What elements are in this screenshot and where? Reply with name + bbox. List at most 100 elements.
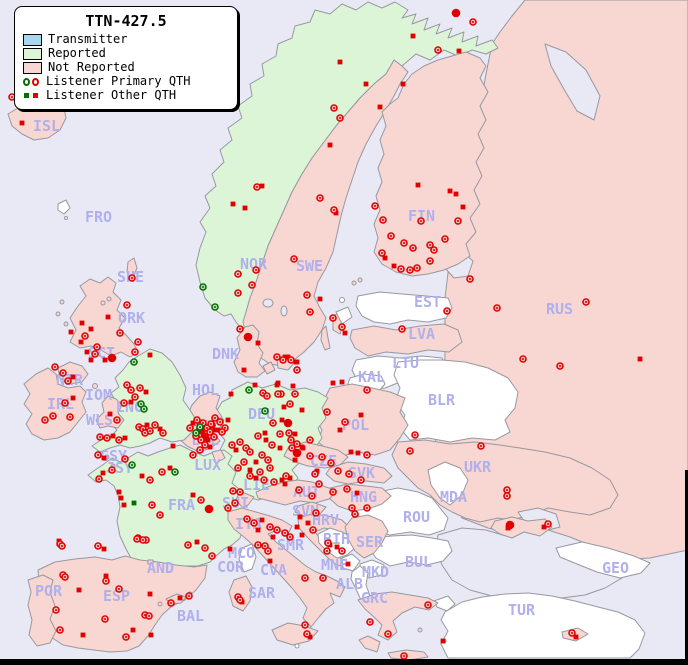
listener-primary-qth-marker bbox=[323, 547, 331, 555]
listener-primary-qth-marker bbox=[287, 356, 295, 364]
listener-other-qth-marker bbox=[259, 183, 265, 189]
country-label-AND: AND bbox=[147, 559, 174, 577]
listener-other-qth-marker bbox=[190, 492, 196, 498]
listener-other-qth-marker bbox=[297, 514, 303, 520]
island-hebrides1 bbox=[59, 299, 65, 305]
listener-primary-qth-marker bbox=[287, 436, 295, 444]
listener-primary-qth-marker bbox=[329, 314, 337, 322]
listener-primary-qth-marker bbox=[236, 438, 244, 446]
country-SER bbox=[344, 514, 389, 559]
listener-other-qth-marker bbox=[299, 444, 305, 450]
island-ibiza bbox=[157, 601, 163, 607]
island-hiiumaa bbox=[339, 297, 345, 303]
listener-other-qth-marker bbox=[88, 326, 94, 332]
listener-primary-qth-marker bbox=[127, 386, 135, 394]
listener-primary-qth-marker bbox=[309, 526, 317, 534]
not-reported-swatch bbox=[23, 61, 42, 74]
listener-other-qth-marker bbox=[230, 201, 236, 207]
listener-other-qth-marker bbox=[233, 447, 239, 453]
listener-other-qth-marker bbox=[101, 546, 107, 552]
listener-primary-qth-marker bbox=[211, 303, 219, 311]
listener-other-qth-marker bbox=[262, 430, 268, 436]
listener-primary-qth-marker bbox=[306, 308, 314, 316]
listener-primary-qth-marker bbox=[454, 217, 462, 225]
island-aegean1 bbox=[417, 627, 423, 633]
listener-primary-qth-marker bbox=[406, 266, 414, 274]
listener-primary-qth-marker bbox=[234, 289, 242, 297]
listener-primary-qth-marker bbox=[273, 353, 281, 361]
listener-primary-qth-marker bbox=[400, 239, 408, 247]
listener-primary-qth-marker bbox=[282, 472, 290, 480]
listener-other-qth-marker bbox=[345, 561, 351, 567]
listener-other-qth-marker bbox=[103, 573, 109, 579]
country-GEO bbox=[555, 541, 651, 579]
listener-primary-qth-marker bbox=[324, 539, 332, 547]
listener-other-qth-marker bbox=[307, 634, 313, 640]
listener-primary-qth-marker bbox=[156, 511, 164, 519]
country-label-SER: SER bbox=[356, 533, 384, 551]
island-aland2 bbox=[357, 277, 363, 283]
island-corsica bbox=[238, 543, 257, 573]
country-label-FIN: FIN bbox=[408, 207, 435, 225]
country-label-WLS: WLS bbox=[86, 411, 113, 429]
country-TUR bbox=[440, 592, 646, 659]
listener-primary-qth-marker bbox=[285, 429, 293, 437]
listener-other-qth-marker bbox=[447, 188, 453, 194]
legend-row-other-qth: Listener Other QTH bbox=[23, 89, 229, 102]
listener-other-qth-marker bbox=[215, 427, 221, 433]
country-BUL bbox=[368, 534, 453, 567]
listener-primary-qth-marker bbox=[197, 436, 205, 444]
country-AND bbox=[147, 559, 154, 565]
listener-other-qth-marker bbox=[118, 495, 124, 501]
listener-primary-qth-marker bbox=[151, 421, 159, 429]
island-hebrides3 bbox=[63, 321, 69, 327]
listener-primary-qth-marker bbox=[49, 412, 57, 420]
listener-primary-qth-marker bbox=[303, 291, 311, 299]
listener-primary-qth-marker bbox=[334, 467, 342, 475]
country-label-HOL: HOL bbox=[192, 381, 219, 399]
listener-other-qth-marker bbox=[354, 490, 360, 496]
listener-other-qth-marker bbox=[339, 379, 345, 385]
listener-other-qth-marker bbox=[453, 191, 459, 197]
country-label-ISL: ISL bbox=[33, 117, 60, 135]
listener-cluster-marker bbox=[292, 448, 302, 458]
listener-primary-qth-marker bbox=[192, 429, 200, 437]
island-orkney1 bbox=[100, 300, 106, 306]
listener-primary-qth-marker bbox=[128, 461, 136, 469]
listener-primary-qth-marker bbox=[253, 183, 261, 191]
listener-other-qth-marker bbox=[294, 524, 300, 530]
listener-primary-qth-marker bbox=[41, 416, 49, 424]
listener-primary-qth-marker bbox=[236, 325, 244, 333]
listener-primary-qth-marker bbox=[59, 369, 67, 377]
country-label-HNG: HNG bbox=[350, 488, 377, 506]
listener-primary-qth-marker bbox=[141, 429, 149, 437]
listener-primary-qth-marker bbox=[263, 392, 271, 400]
listener-primary-qth-marker bbox=[378, 249, 386, 257]
listener-primary-qth-marker bbox=[301, 621, 309, 629]
listener-other-qth-marker bbox=[167, 465, 173, 471]
listener-other-qth-marker bbox=[241, 367, 247, 373]
other-qth-red-icon bbox=[33, 93, 38, 98]
listener-primary-qth-marker bbox=[413, 264, 421, 272]
listener-primary-qth-marker bbox=[258, 451, 266, 459]
listener-other-qth-marker bbox=[88, 357, 94, 363]
listener-other-qth-marker bbox=[330, 380, 336, 386]
country-label-MDA: MDA bbox=[440, 488, 467, 506]
listener-primary-qth-marker bbox=[293, 366, 301, 374]
country-IRL bbox=[23, 367, 87, 441]
listener-other-qth-marker bbox=[128, 399, 134, 405]
listener-other-qth-marker bbox=[637, 356, 643, 362]
listener-other-qth-marker bbox=[299, 532, 305, 538]
country-EST bbox=[355, 291, 453, 325]
country-label-ESP: ESP bbox=[103, 587, 130, 605]
listener-primary-qth-marker bbox=[246, 448, 254, 456]
listener-primary-qth-marker bbox=[503, 486, 511, 494]
listener-primary-qth-marker bbox=[363, 504, 371, 512]
country-label-BAL: BAL bbox=[177, 607, 204, 625]
listener-primary-qth-marker bbox=[384, 630, 392, 638]
listener-primary-qth-marker bbox=[363, 386, 371, 394]
listener-other-qth-marker bbox=[253, 459, 259, 465]
listener-primary-qth-marker bbox=[131, 393, 139, 401]
listener-other-qth-marker bbox=[170, 443, 176, 449]
listener-primary-qth-marker bbox=[133, 535, 141, 543]
